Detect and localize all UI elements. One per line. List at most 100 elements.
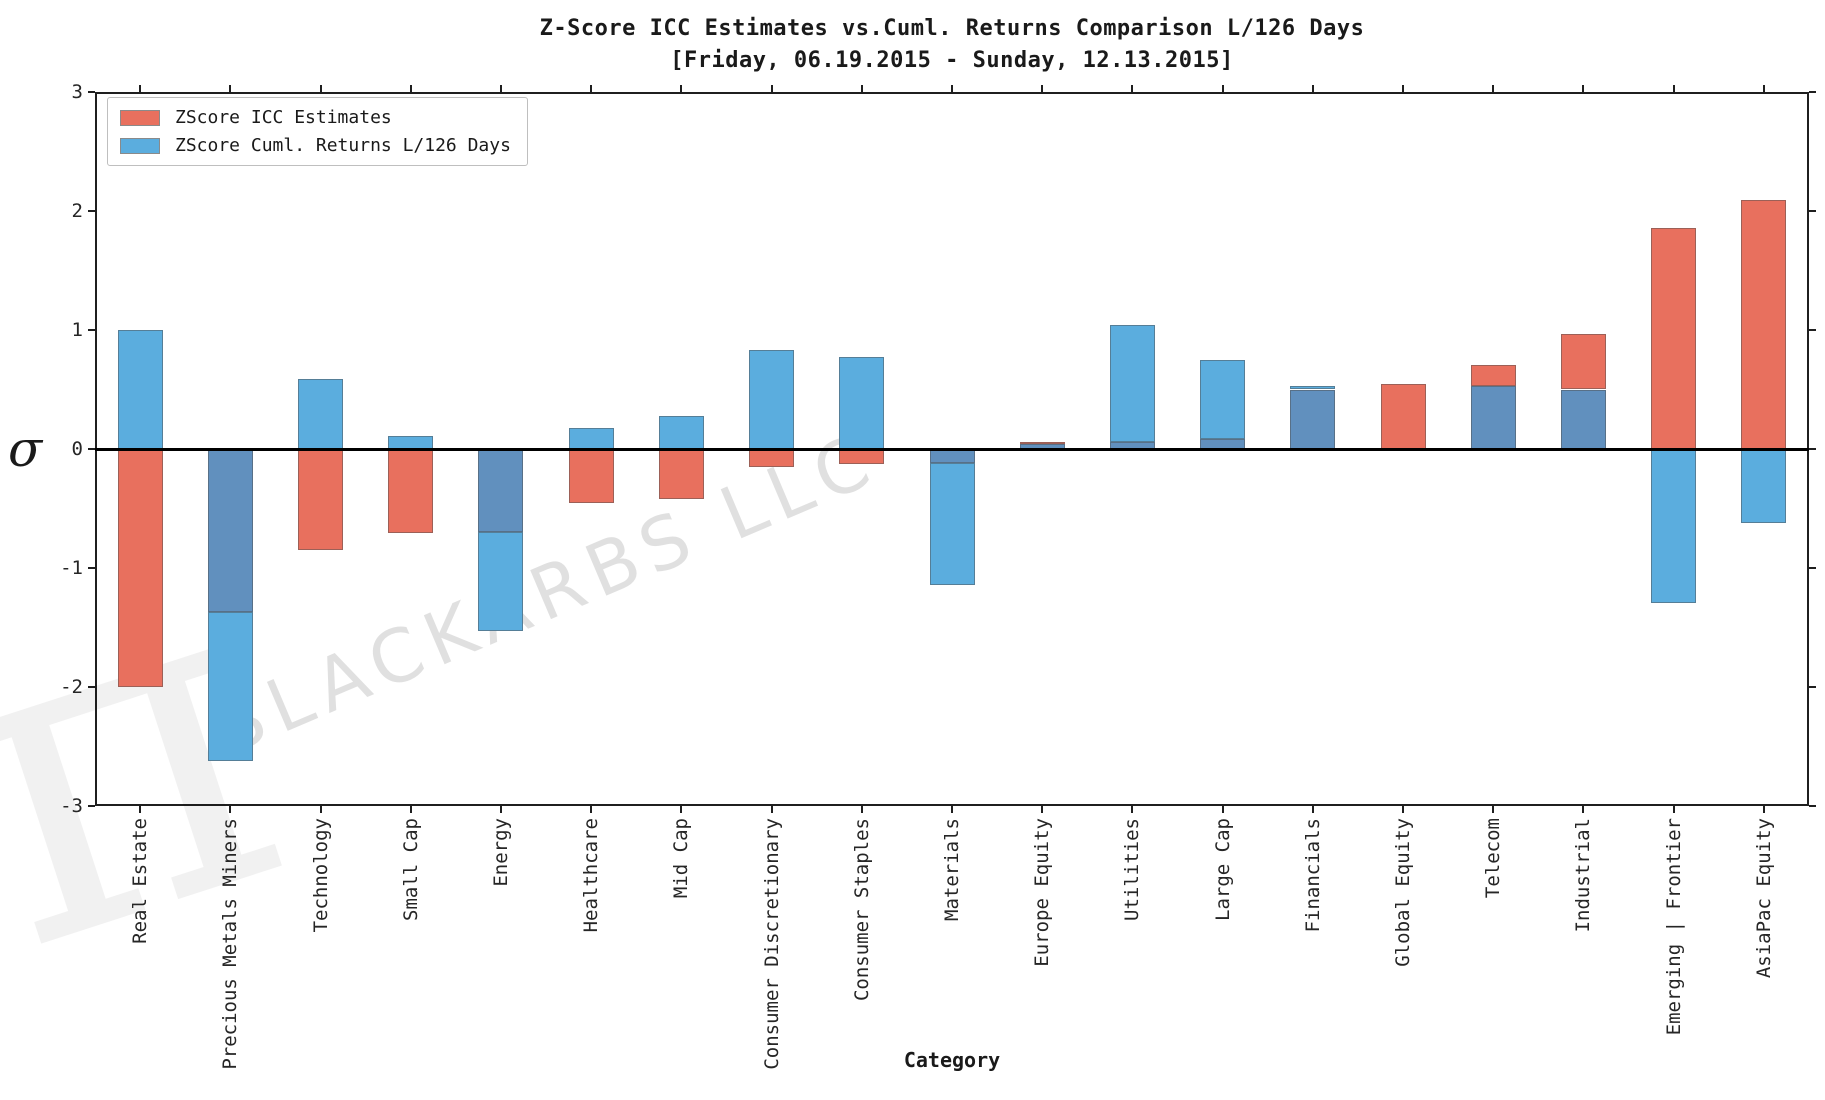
tick-mark xyxy=(409,806,412,813)
tick-mark xyxy=(499,806,502,813)
tick-mark xyxy=(319,85,322,92)
bar-segment xyxy=(568,427,614,449)
tick-mark xyxy=(680,85,683,92)
tick-mark xyxy=(1582,806,1585,813)
tick-mark xyxy=(1131,85,1134,92)
bar-segment xyxy=(388,449,434,534)
bar-segment xyxy=(1380,383,1426,449)
tick-mark xyxy=(1041,85,1044,92)
tick-mark xyxy=(590,806,593,813)
legend-label: ZScore Cuml. Returns L/126 Days xyxy=(175,135,511,156)
tick-mark xyxy=(1809,805,1816,807)
bar-segment xyxy=(298,449,344,551)
chart-subtitle: [Friday, 06.19.2015 - Sunday, 12.13.2015… xyxy=(670,48,1234,73)
bar-segment xyxy=(1741,449,1787,523)
x-tick-label-text: Precious Metals Miners xyxy=(219,818,242,1070)
bar-segment xyxy=(207,449,253,613)
tick-mark xyxy=(1402,806,1405,813)
bar-segment xyxy=(929,449,975,464)
bar-segment xyxy=(1560,333,1606,390)
tick-mark xyxy=(1402,85,1405,92)
legend-swatch-icc-icon xyxy=(120,109,160,126)
legend: ZScore ICC Estimates ZScore Cuml. Return… xyxy=(107,97,528,166)
tick-mark xyxy=(229,85,232,92)
tick-mark xyxy=(88,805,95,807)
bar-segment xyxy=(1560,389,1606,449)
x-tick-label-text: Consumer Discretionary xyxy=(760,818,783,1070)
tick-mark xyxy=(139,806,142,813)
bar-segment xyxy=(749,449,795,467)
y-tick-label: 3 xyxy=(71,81,83,103)
tick-mark xyxy=(951,85,953,92)
tick-mark xyxy=(1672,806,1675,813)
tick-mark xyxy=(88,686,95,688)
tick-mark xyxy=(1221,806,1224,813)
tick-mark xyxy=(88,91,95,93)
chart-title: Z-Score ICC Estimates vs.Cuml. Returns C… xyxy=(539,16,1365,41)
x-tick-label-text: AsiaPac Equity xyxy=(1752,818,1775,979)
legend-item: ZScore Cuml. Returns L/126 Days xyxy=(120,135,511,156)
bar-segment xyxy=(478,532,524,632)
legend-swatch-returns-icon xyxy=(120,137,160,154)
y-tick-label: -1 xyxy=(60,557,83,579)
x-tick-label-text: Europe Equity xyxy=(1031,818,1054,967)
tick-mark xyxy=(1492,806,1495,813)
tick-mark xyxy=(1809,448,1816,450)
bar-segment xyxy=(929,463,975,585)
tick-mark xyxy=(1311,806,1314,813)
y-axis-label: σ xyxy=(8,420,43,478)
tick-mark xyxy=(499,85,502,92)
x-tick-label-text: Healthcare xyxy=(580,818,603,933)
x-tick-label-text: Real Estate xyxy=(129,818,152,944)
bar-segment xyxy=(658,415,704,449)
x-axis-label: Category xyxy=(903,1048,1001,1072)
legend-label: ZScore ICC Estimates xyxy=(175,107,392,128)
tick-mark xyxy=(1131,806,1134,813)
bar-segment xyxy=(1290,385,1336,390)
bar-segment xyxy=(1470,385,1516,449)
tick-mark xyxy=(1762,85,1765,92)
x-tick-label-text: Industrial xyxy=(1572,818,1595,933)
tick-mark xyxy=(409,85,412,92)
x-tick-label-text: Telecom xyxy=(1482,818,1505,899)
bar-segment xyxy=(839,449,885,465)
tick-mark xyxy=(770,806,773,813)
tick-mark xyxy=(1809,686,1816,688)
tick-mark xyxy=(951,806,953,813)
tick-mark xyxy=(1809,329,1816,331)
tick-mark xyxy=(1221,85,1224,92)
tick-mark xyxy=(1809,567,1816,569)
tick-mark xyxy=(1311,85,1314,92)
bar-segment xyxy=(117,330,163,449)
x-tick-label-text: Emerging | Frontier xyxy=(1662,818,1685,1036)
tick-mark xyxy=(88,210,95,212)
bar-segment xyxy=(1741,200,1787,449)
tick-mark xyxy=(1672,85,1675,92)
bar-segment xyxy=(478,449,524,533)
tick-mark xyxy=(1762,806,1765,813)
x-tick-label-text: Financials xyxy=(1301,818,1324,933)
x-tick-label-text: Small Cap xyxy=(399,818,422,921)
tick-mark xyxy=(680,806,683,813)
tick-mark xyxy=(590,85,593,92)
x-tick-label-text: Technology xyxy=(309,818,332,933)
y-tick-label: 1 xyxy=(71,319,83,341)
bar-segment xyxy=(1200,359,1246,440)
bar-segment xyxy=(298,378,344,449)
tick-mark xyxy=(88,329,95,331)
tick-mark xyxy=(88,567,95,569)
bar-segment xyxy=(1019,441,1065,445)
x-tick-label-text: Mid Cap xyxy=(670,818,693,899)
tick-mark xyxy=(1582,85,1585,92)
y-tick-label: -2 xyxy=(60,676,83,698)
tick-mark xyxy=(1809,210,1816,212)
bar-segment xyxy=(1651,449,1697,603)
x-tick-label-text: Large Cap xyxy=(1211,818,1234,921)
tick-mark xyxy=(139,85,142,92)
bar-segment xyxy=(207,612,253,761)
x-tick-label-text: Utilities xyxy=(1121,818,1144,921)
tick-mark xyxy=(229,806,232,813)
legend-item: ZScore ICC Estimates xyxy=(120,107,511,128)
